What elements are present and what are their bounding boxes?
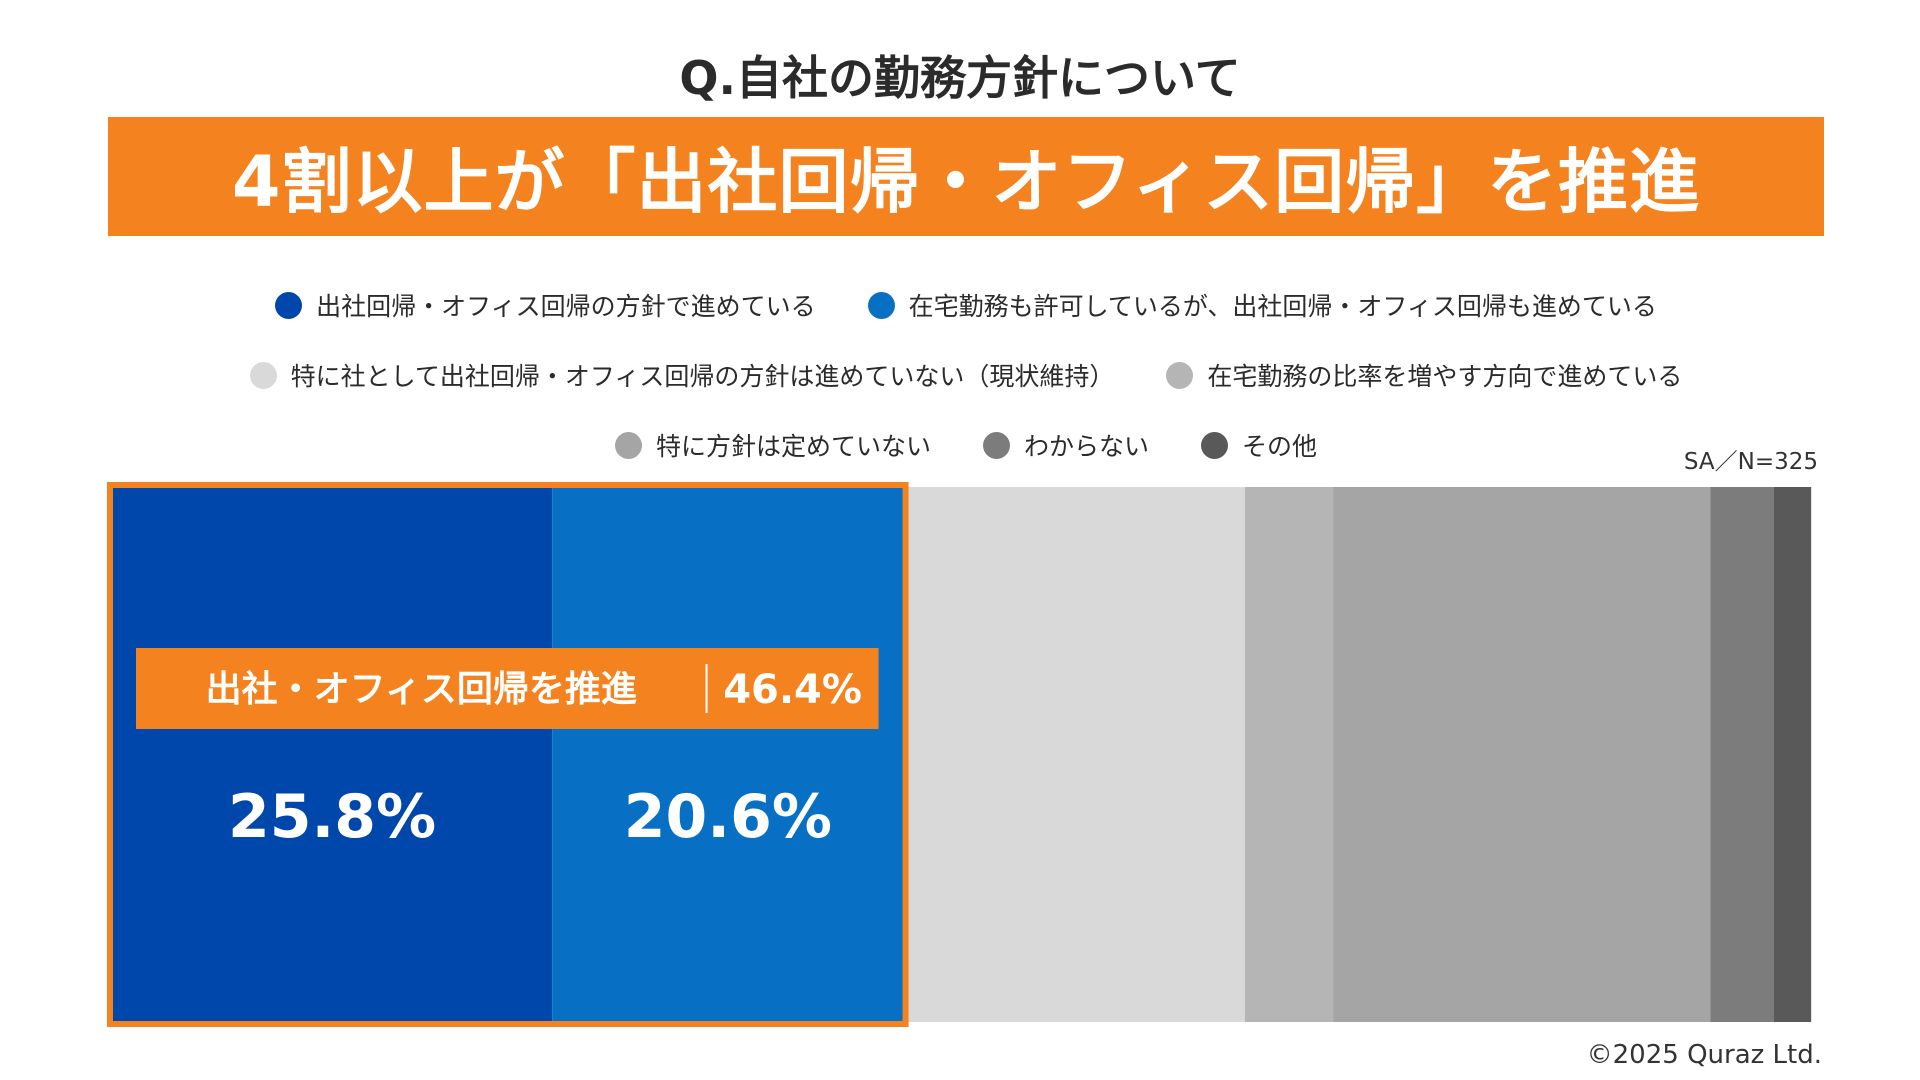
legend-row: 特に社として出社回帰・オフィス回帰の方針は進めていない（現状維持） 在宅勤務の比… [108, 340, 1824, 410]
legend-dot [614, 431, 642, 459]
legend-item: わからない [982, 427, 1149, 463]
legend-dot [1166, 361, 1194, 389]
highlight-value: 46.4% [723, 667, 862, 713]
bar-segment [1710, 487, 1774, 1022]
legend-item: 出社回帰・オフィス回帰の方針で進めている [275, 287, 816, 323]
highlight-label: 出社・オフィス回帰を推進 [206, 669, 637, 710]
legend-item: 在宅勤務の比率を増やす方向で進めている [1166, 357, 1682, 393]
copyright: ©2025 Quraz Ltd. [1586, 1040, 1822, 1070]
legend-dot [275, 291, 303, 319]
legend-row: 特に方針は定めていない わからない その他 [108, 410, 1824, 480]
bar-segment [552, 487, 904, 1022]
bar-segment [112, 487, 553, 1022]
segment-value-label: 25.8% [228, 782, 436, 852]
question-title: Q.自社の勤務方針について [679, 51, 1241, 105]
bar-segment [1773, 487, 1812, 1022]
highlight-frame [107, 482, 909, 1027]
legend-row: 出社回帰・オフィス回帰の方針で進めている 在宅勤務も許可しているが、出社回帰・オ… [108, 270, 1824, 340]
legend-label: わからない [1023, 432, 1149, 461]
headline-banner: 4割以上が「出社回帰・オフィス回帰」を推進 [108, 117, 1824, 236]
legend-label: 出社回帰・オフィス回帰の方針で進めている [316, 292, 816, 321]
headline-text: 4割以上が「出社回帰・オフィス回帰」を推進 [231, 141, 1701, 223]
bar-segment [1333, 487, 1711, 1022]
legend-label: その他 [1242, 432, 1318, 461]
legend-dot [867, 291, 895, 319]
legend-label: 在宅勤務の比率を増やす方向で進めている [1207, 362, 1683, 391]
bar-segment [903, 487, 1245, 1022]
legend-item: 特に方針は定めていない [614, 427, 931, 463]
sample-size: SA／N=325 [1683, 449, 1818, 475]
legend: 出社回帰・オフィス回帰の方針で進めている 在宅勤務も許可しているが、出社回帰・オ… [108, 270, 1824, 480]
legend-item: 在宅勤務も許可しているが、出社回帰・オフィス回帰も進めている [867, 287, 1657, 323]
highlight-callout-box [136, 648, 879, 729]
legend-label: 特に社として出社回帰・オフィス回帰の方針は進めていない（現状維持） [290, 362, 1115, 391]
segment-value-label: 20.6% [624, 782, 832, 852]
legend-dot [1201, 431, 1228, 459]
legend-dot [249, 361, 277, 389]
legend-label: 特に方針は定めていない [655, 432, 931, 461]
legend-item: 特に社として出社回帰・オフィス回帰の方針は進めていない（現状維持） [249, 357, 1115, 393]
legend-item: その他 [1201, 427, 1317, 463]
legend-label: 在宅勤務も許可しているが、出社回帰・オフィス回帰も進めている [908, 292, 1657, 321]
bar-segment [1244, 487, 1334, 1022]
legend-dot [982, 431, 1010, 459]
